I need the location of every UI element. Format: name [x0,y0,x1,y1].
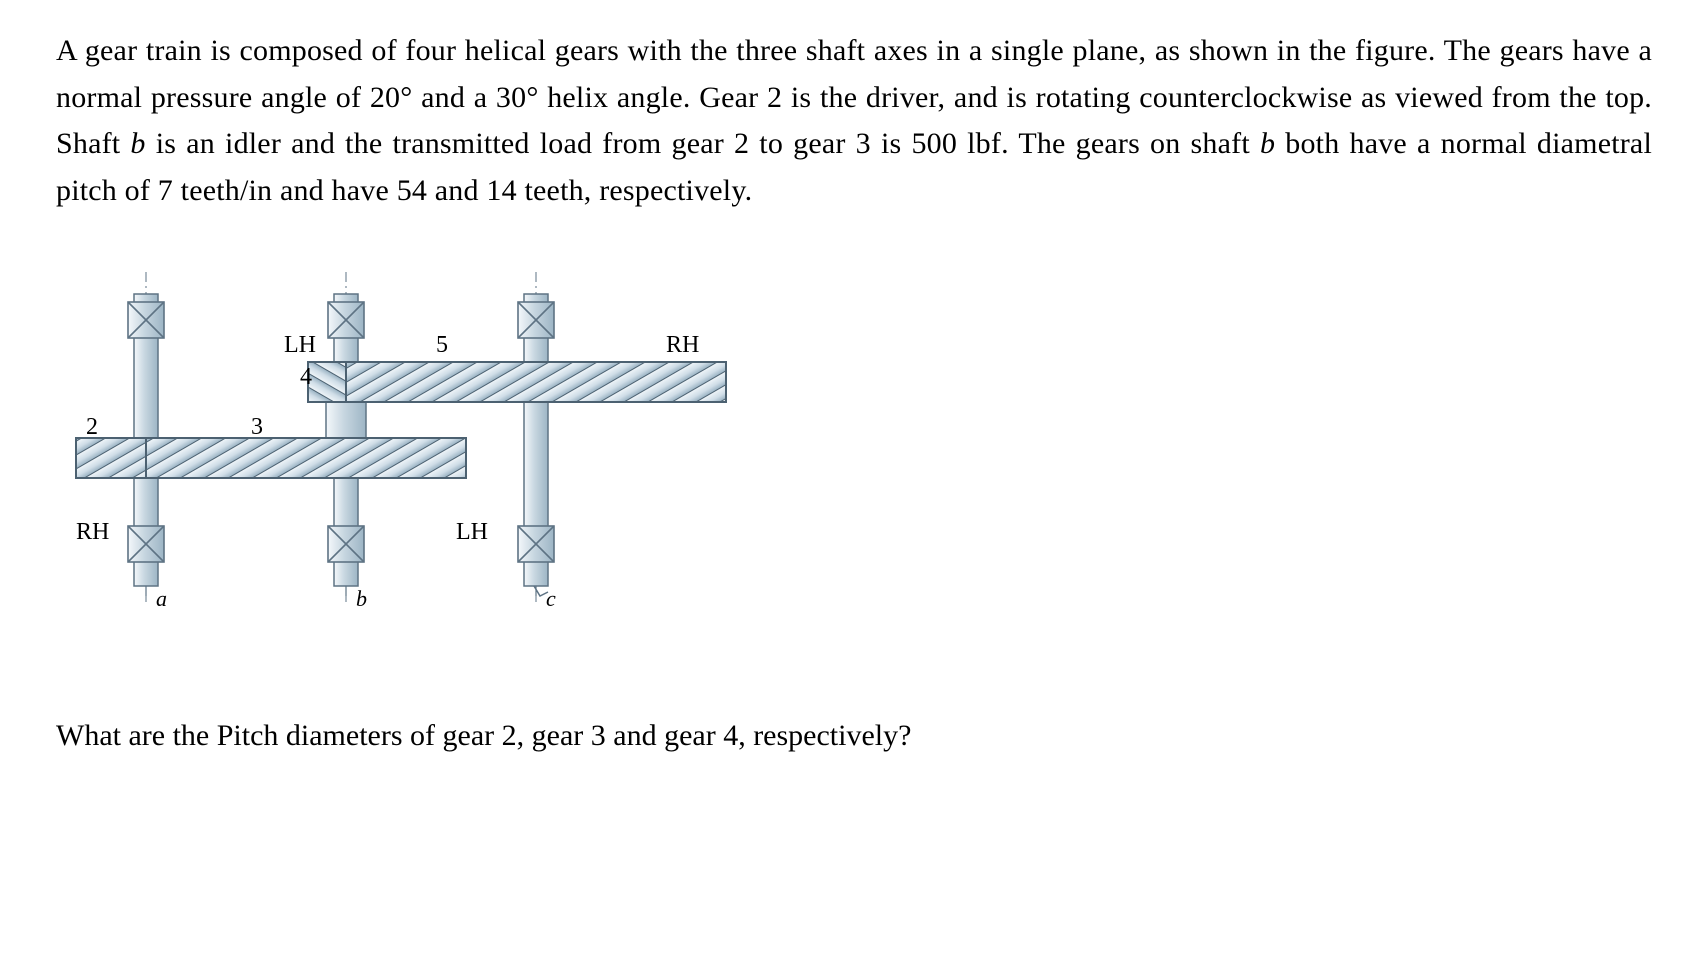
problem-statement: A gear train is composed of four helical… [56,28,1652,214]
label-gear-2: 2 [86,414,98,440]
label-shaft-c: c [546,586,556,611]
label-lh-top: LH [284,332,316,358]
bearing-a-top [128,302,164,338]
label-lh-bot: LH [456,519,488,545]
bearing-b-top [328,302,364,338]
question-text: What are the Pitch diameters of gear 2, … [56,719,1652,753]
gear-4 [308,362,346,402]
label-shaft-b: b [356,586,367,611]
label-rh-top: RH [666,332,699,358]
bearing-c-bottom [518,526,554,562]
label-rh-side: RH [76,519,109,545]
label-gear-3: 3 [251,414,263,440]
gear-2 [76,438,146,478]
bearing-c-top [518,302,554,338]
gear-train-figure: 2 3 4 5 LH RH RH LH a b c [46,264,746,639]
bearing-a-bottom [128,526,164,562]
label-gear-5: 5 [436,332,448,358]
label-shaft-a: a [156,586,167,611]
gear-5 [346,362,726,402]
bearing-b-bottom [328,526,364,562]
label-gear-4: 4 [300,364,312,390]
gear-3 [146,438,466,478]
